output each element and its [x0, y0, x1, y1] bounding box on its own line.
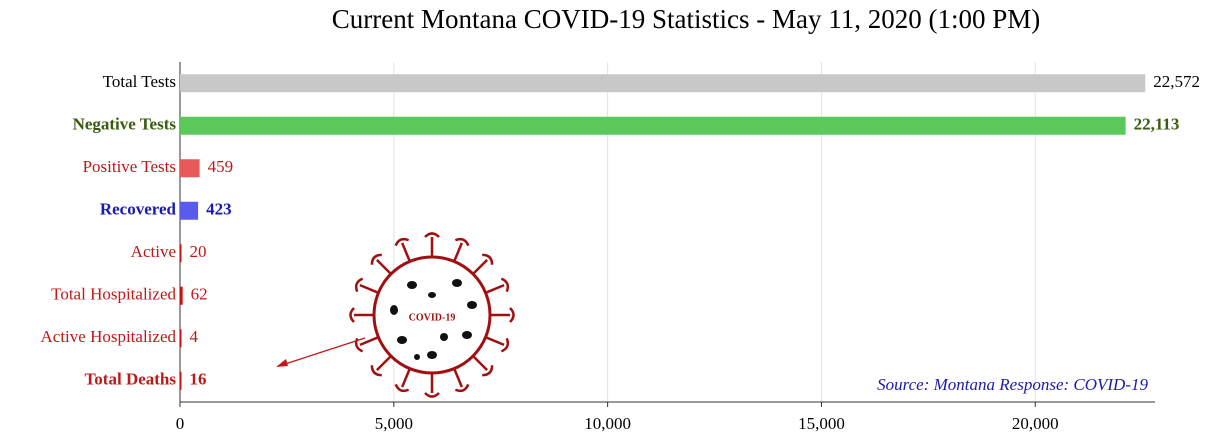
x-tick-label: 15,000 [798, 414, 845, 433]
x-tick-label: 20,000 [1012, 414, 1059, 433]
bar [180, 159, 200, 178]
value-label: 20 [190, 242, 207, 261]
arrow [276, 337, 366, 367]
chart-title: Current Montana COVID-19 Statistics - Ma… [332, 4, 1040, 34]
bar [180, 116, 1126, 135]
category-label: Active [131, 242, 176, 261]
x-tick-label: 5,000 [375, 414, 413, 433]
value-label: 4 [190, 327, 199, 346]
category-label: Total Tests [103, 72, 176, 91]
value-label: 62 [191, 285, 208, 304]
bar [180, 371, 182, 390]
value-label: 22,572 [1153, 72, 1200, 91]
bar [180, 244, 182, 263]
x-tick-label: 10,000 [584, 414, 631, 433]
value-label: 423 [206, 200, 232, 219]
category-label: Recovered [100, 200, 177, 219]
bar [180, 329, 182, 348]
value-label: 22,113 [1134, 115, 1180, 134]
value-label: 16 [190, 370, 207, 389]
category-label: Total Hospitalized [51, 285, 176, 304]
category-label: Negative Tests [73, 115, 177, 134]
category-label: Positive Tests [83, 157, 176, 176]
bar [180, 201, 199, 220]
bar [180, 286, 183, 305]
category-label: Active Hospitalized [41, 327, 177, 346]
value-label: 459 [208, 157, 234, 176]
x-tick-label: 0 [176, 414, 185, 433]
virus-icon: COVID-19 [349, 232, 515, 398]
bar [180, 74, 1146, 93]
annotation: Source: Montana Response: COVID-19 [877, 375, 1148, 394]
icon-label: COVID-19 [409, 312, 456, 323]
category-label: Total Deaths [85, 370, 177, 389]
